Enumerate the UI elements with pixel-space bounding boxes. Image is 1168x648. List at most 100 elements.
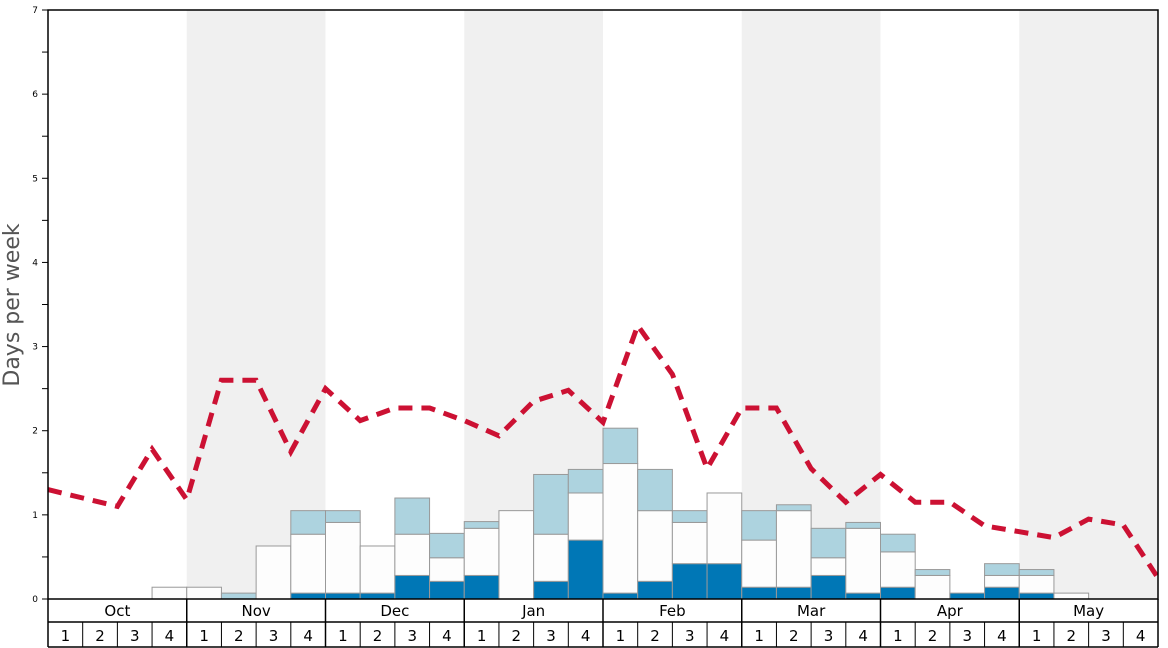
bar-segment-white — [914, 574, 951, 600]
bar-segment-light — [775, 504, 812, 512]
month-shade-mar — [741, 10, 881, 599]
week-label: 1 — [893, 627, 903, 645]
bar-segment-light — [429, 532, 465, 559]
week-label: 2 — [512, 627, 522, 645]
bar-segment-light — [1018, 569, 1055, 576]
month-shade-may — [1019, 10, 1158, 599]
bar-segment-white — [602, 463, 639, 594]
bar-segment-dark — [359, 592, 396, 600]
month-label-may: May — [1073, 602, 1104, 620]
month-shading — [186, 10, 1158, 599]
week-label: 4 — [720, 627, 730, 645]
week-label: 3 — [269, 627, 279, 645]
month-label-apr: Apr — [937, 602, 964, 620]
week-label: 2 — [373, 627, 383, 645]
week-label: 1 — [477, 627, 487, 645]
week-label: 1 — [754, 627, 764, 645]
bar-segment-light — [810, 527, 847, 559]
bar-segment-white — [359, 545, 396, 594]
bar-segment-white — [325, 521, 361, 594]
week-label: 3 — [824, 627, 834, 645]
bar-segment-light — [914, 569, 951, 576]
bar-segment-dark — [567, 539, 604, 600]
bar-segment-light — [325, 510, 361, 523]
average-line-layer — [47, 320, 1161, 580]
week-label: 3 — [546, 627, 556, 645]
bar-segment-dark — [533, 580, 569, 600]
bar-segment-dark — [290, 592, 326, 600]
bar-segment-dark — [602, 592, 639, 600]
average-line — [47, 320, 1161, 580]
y-tick-label: 1 — [32, 511, 38, 521]
week-label: 1 — [61, 627, 71, 645]
bar-segment-white — [567, 492, 604, 541]
bar-segment-white — [880, 551, 916, 588]
y-tick-label: 7 — [32, 6, 38, 16]
y-tick-label: 4 — [32, 258, 38, 268]
bar-segment-white — [775, 510, 812, 588]
month-label-mar: Mar — [797, 602, 826, 620]
bar-segment-dark — [845, 592, 881, 600]
bar-segment-dark — [463, 574, 500, 600]
bar-segment-light — [533, 473, 569, 535]
bar-segment-white — [671, 521, 708, 565]
bar-segment-dark — [394, 574, 431, 600]
week-label: 4 — [303, 627, 313, 645]
bar-segment-white — [810, 557, 847, 576]
bar-segment-white — [255, 545, 292, 600]
bar-segment-light — [984, 563, 1020, 576]
y-tick-label: 0 — [32, 595, 38, 605]
bar-segment-light — [463, 521, 500, 529]
bar-segment-white — [498, 510, 535, 600]
bar-segment-light — [394, 497, 431, 535]
week-label: 1 — [1032, 627, 1042, 645]
bar-segment-white — [706, 492, 743, 565]
week-label: 1 — [199, 627, 209, 645]
bar-segment-light — [741, 510, 777, 541]
week-label: 3 — [407, 627, 417, 645]
bar-segment-white — [984, 574, 1020, 588]
bar-segment-white — [637, 510, 673, 582]
x-axis: Oct Nov Dec Jan Feb Mar Apr May 1 2 3 4 1 2 3 4 1 2 3 4 1 2 3 4… — [47, 599, 1159, 648]
bar-segment-light — [671, 510, 708, 523]
month-label-feb: Feb — [659, 602, 686, 620]
week-label: 2 — [1067, 627, 1077, 645]
week-label: 2 — [789, 627, 799, 645]
bar-segment-dark — [775, 586, 812, 600]
bar-segment-white — [1053, 592, 1090, 600]
bar-segment-white — [429, 557, 465, 582]
week-label: 2 — [650, 627, 660, 645]
y-tick-label: 5 — [32, 174, 38, 184]
week-label: 3 — [962, 627, 972, 645]
bar-segment-dark — [325, 592, 361, 600]
month-shade-nov — [186, 10, 326, 599]
bar-segment-light — [567, 468, 604, 494]
bar-segment-dark — [1018, 592, 1055, 600]
bar-segment-dark — [741, 586, 777, 600]
bar-segment-white — [533, 533, 569, 582]
y-tick-label: 6 — [32, 90, 38, 100]
bar-segment-dark — [637, 580, 673, 600]
week-label: 2 — [234, 627, 244, 645]
bar-segment-dark — [880, 586, 916, 600]
y-axis: 0 1 2 3 4 5 6 7 — [32, 6, 48, 605]
y-tick-label: 2 — [32, 427, 38, 437]
y-tick-label: 3 — [32, 343, 38, 353]
bar-segment-dark — [949, 592, 986, 600]
bar-segment-dark — [429, 580, 465, 600]
month-label-oct: Oct — [104, 602, 130, 620]
bar-segment-white — [845, 527, 881, 594]
bar-segment-light — [290, 510, 326, 535]
bar-segment-dark — [810, 574, 847, 600]
month-label-nov: Nov — [241, 602, 270, 620]
bar-segment-white — [741, 539, 777, 588]
week-label: 4 — [442, 627, 452, 645]
bar-segment-white — [463, 527, 500, 576]
week-label: 3 — [1101, 627, 1111, 645]
week-label: 4 — [858, 627, 868, 645]
week-label: 3 — [130, 627, 140, 645]
bar-segment-dark — [671, 563, 708, 600]
bar-segment-light — [880, 533, 916, 553]
y-axis-label: Days per week — [0, 223, 25, 386]
